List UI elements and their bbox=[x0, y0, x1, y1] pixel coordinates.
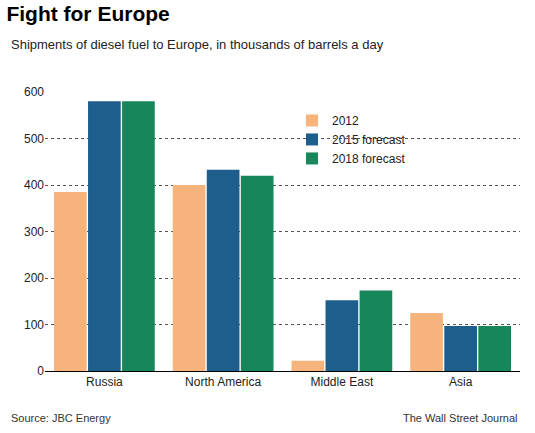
svg-text:Shipments of diesel fuel to Eu: Shipments of diesel fuel to Europe, in t… bbox=[11, 37, 384, 52]
svg-text:Middle East: Middle East bbox=[311, 375, 374, 389]
svg-text:200: 200 bbox=[24, 271, 44, 285]
svg-text:100: 100 bbox=[24, 318, 44, 332]
svg-text:The Wall Street Journal: The Wall Street Journal bbox=[403, 412, 518, 424]
svg-text:Russia: Russia bbox=[86, 375, 123, 389]
svg-text:2018 forecast: 2018 forecast bbox=[332, 152, 405, 166]
svg-text:2015 forecast: 2015 forecast bbox=[332, 133, 405, 147]
svg-text:Fight for Europe: Fight for Europe bbox=[6, 2, 169, 25]
svg-text:Asia: Asia bbox=[449, 375, 473, 389]
svg-text:Source: JBC Energy: Source: JBC Energy bbox=[11, 412, 111, 424]
svg-text:300: 300 bbox=[24, 225, 44, 239]
svg-text:North America: North America bbox=[185, 375, 261, 389]
svg-text:0: 0 bbox=[37, 364, 44, 378]
svg-text:2012: 2012 bbox=[332, 114, 359, 128]
svg-text:600: 600 bbox=[24, 85, 44, 99]
svg-text:500: 500 bbox=[24, 132, 44, 146]
svg-text:400: 400 bbox=[24, 178, 44, 192]
